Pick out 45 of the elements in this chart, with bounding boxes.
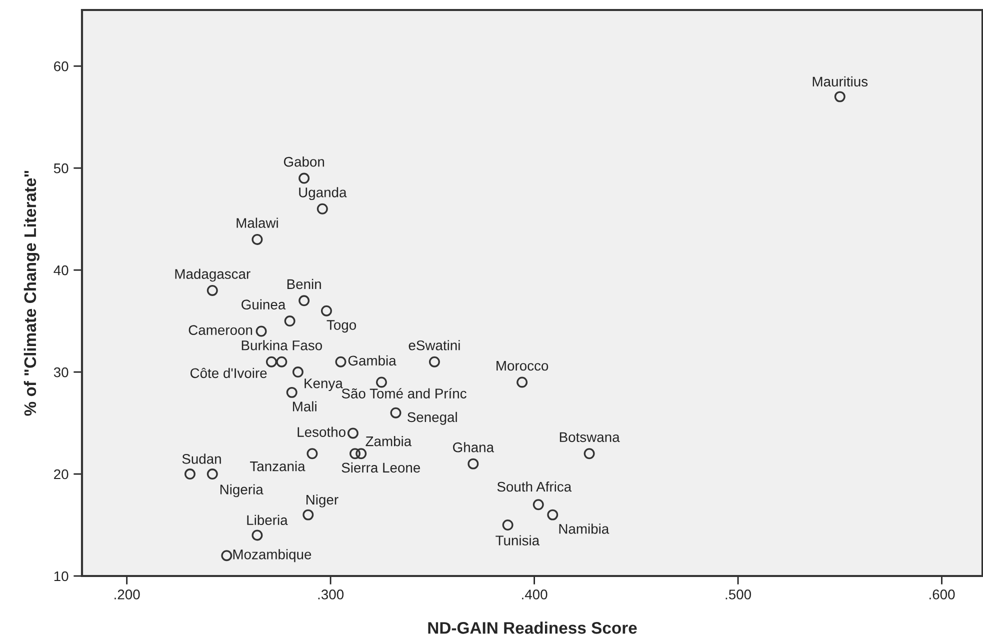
data-label: Nigeria [220, 484, 264, 498]
data-label: Togo [326, 320, 356, 333]
x-tick-label: .500 [726, 590, 751, 600]
data-label: Ghana [453, 442, 494, 452]
y-tick-label: 30 [54, 367, 68, 378]
data-label: Gabon [284, 156, 324, 167]
data-label: Cameroon [188, 325, 252, 335]
data-label: Burkina Faso [242, 340, 322, 350]
data-label: Mozambique [233, 549, 312, 562]
y-axis-title: % of "Climate Change Literate" [24, 170, 40, 416]
data-label: Guinea [242, 299, 286, 310]
data-label: Malawi [236, 218, 278, 228]
data-label: Morocco [496, 360, 548, 371]
data-label: Botswana [560, 432, 620, 442]
data-label: Namibia [559, 524, 610, 534]
x-tick-label: .200 [114, 590, 140, 600]
y-tick-label: 10 [54, 571, 68, 582]
x-tick-label: .400 [522, 590, 548, 600]
y-tick-label: 60 [54, 61, 68, 72]
data-label: Lesotho [298, 426, 346, 437]
data-label: São Tomé and Prínc [342, 388, 466, 398]
data-label: South Africa [497, 481, 572, 492]
data-label: Mauritius [812, 76, 868, 87]
data-label: Gambia [348, 355, 396, 366]
y-tick-label: 20 [54, 469, 68, 480]
data-label: Sudan [182, 454, 221, 464]
y-tick-label: 50 [54, 163, 68, 174]
data-label: Niger [306, 494, 338, 508]
data-label: Zambia [366, 436, 412, 446]
x-tick-label: .300 [318, 590, 344, 600]
data-label: Uganda [299, 187, 347, 200]
data-label: eSwatini [408, 340, 460, 350]
data-label: Tunisia [496, 535, 540, 546]
data-label: Madagascar [175, 268, 250, 282]
data-label: Côte d'Ivoire [190, 368, 267, 378]
data-label: Mali [292, 401, 316, 412]
data-label: Liberia [247, 514, 288, 526]
data-label: Benin [287, 278, 321, 290]
data-label: Senegal [407, 412, 457, 425]
x-axis-title: ND-GAIN Readiness Score [428, 622, 637, 634]
data-label: Tanzania [250, 461, 306, 472]
data-label: Kenya [304, 378, 343, 392]
x-tick-label: .600 [930, 590, 955, 600]
data-label: Sierra Leone [342, 462, 420, 473]
y-tick-label: 40 [54, 265, 68, 276]
